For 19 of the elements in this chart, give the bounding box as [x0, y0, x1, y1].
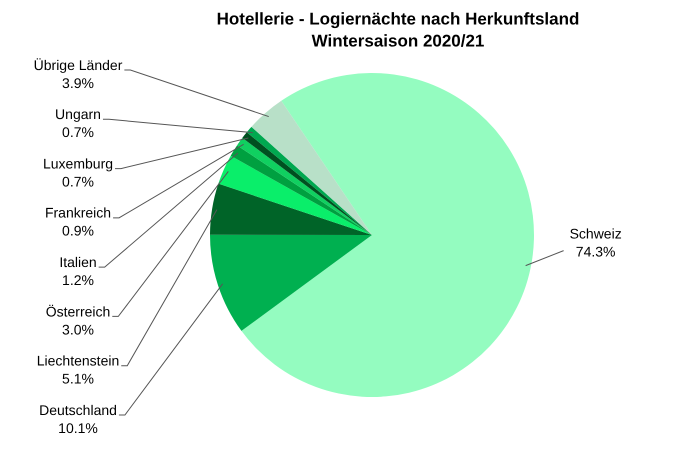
chart-title: Hotellerie - Logiernächte nach Herkunftsland Wintersaison 2020/21: [216, 10, 580, 51]
slice-label: Italien: [59, 254, 97, 270]
data-label: 0.7%: [62, 173, 94, 190]
slice-label: Liechtenstein: [36, 352, 120, 369]
data-label: 0.9%: [62, 222, 94, 239]
slice-label: Übrige Länder: [34, 56, 123, 73]
slice-label: Schweiz: [570, 225, 622, 242]
data-label: 0.7%: [62, 124, 94, 140]
slice-label: Deutschland: [39, 402, 117, 418]
data-label: 74.3%: [576, 243, 616, 260]
slice-label: Luxemburg: [42, 155, 114, 172]
data-label: 3.9%: [62, 74, 94, 91]
slice-label: Österreich: [46, 303, 110, 320]
data-label: 10.1%: [58, 420, 98, 436]
data-label: 1.2%: [62, 272, 94, 288]
data-label: 5.1%: [62, 370, 94, 387]
slice-label: Frankreich: [44, 204, 112, 221]
slice-label: Ungarn: [55, 106, 101, 122]
data-label: 3.0%: [62, 321, 94, 338]
